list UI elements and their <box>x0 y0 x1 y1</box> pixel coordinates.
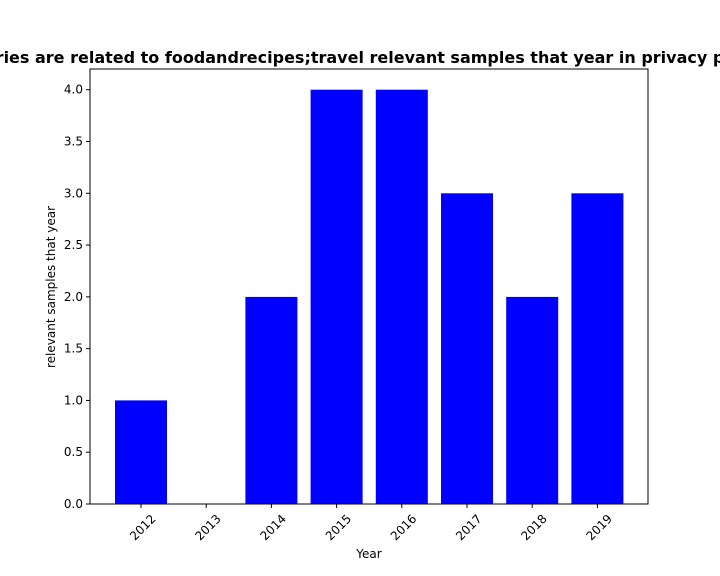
bar-2015 <box>310 89 363 504</box>
y-tick-label: 4.0 <box>64 83 83 97</box>
x-axis-label: Year <box>355 547 381 561</box>
bar-2018 <box>506 296 559 504</box>
y-tick-label: 3.5 <box>64 135 83 149</box>
bar-2014 <box>245 296 298 504</box>
bar-2017 <box>441 193 493 505</box>
y-tick-label: 1.0 <box>64 393 83 407</box>
y-axis-label: relevant samples that year <box>44 206 58 368</box>
y-tick-label: 0.0 <box>64 497 83 511</box>
x-tick-label: 2017 <box>453 512 484 543</box>
y-tick-label: 2.0 <box>64 290 83 304</box>
x-tick-label: 2016 <box>388 512 419 543</box>
x-tick-label: 2012 <box>127 512 158 543</box>
bar-2012 <box>115 400 167 504</box>
bars-group <box>115 89 624 505</box>
y-tick-label: 3.0 <box>64 186 83 200</box>
y-tick-label: 1.5 <box>64 342 83 356</box>
bar-2019 <box>571 193 624 505</box>
plot-area-frame <box>89 68 649 505</box>
x-tick-label: 2018 <box>518 512 549 543</box>
x-tick-label: 2014 <box>257 512 288 543</box>
bar-2016 <box>375 89 428 504</box>
x-axis: 2012 2013 2014 2015 2016 2017 2018 2019 <box>127 504 615 543</box>
x-tick-label: 2013 <box>192 512 223 543</box>
y-tick-label: 0.5 <box>64 445 83 459</box>
x-tick-label: 2015 <box>323 512 354 543</box>
y-tick-label: 2.5 <box>64 238 83 252</box>
y-axis: 0.0 0.5 1.0 1.5 2.0 2.5 3.0 3.5 4.0 <box>64 83 90 511</box>
x-tick-label: 2019 <box>583 512 614 543</box>
chart-title: ries are related to foodandrecipes;trave… <box>0 48 720 67</box>
